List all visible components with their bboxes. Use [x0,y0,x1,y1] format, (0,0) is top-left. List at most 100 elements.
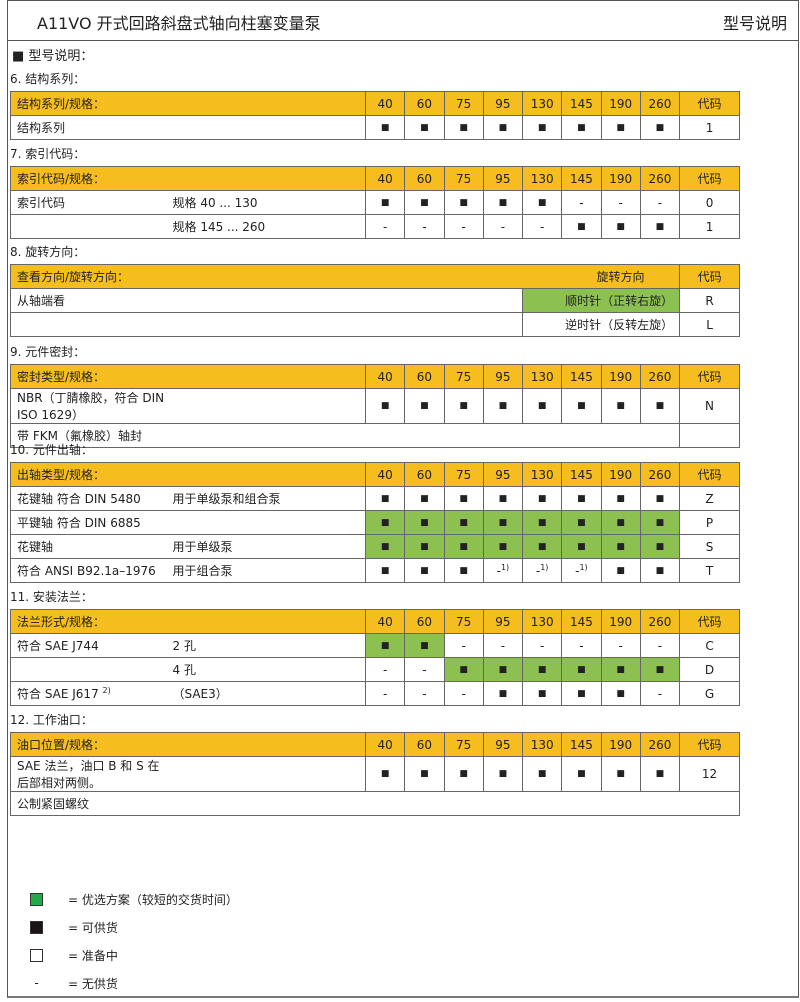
row-sublabel: 用于组合泵 [166,558,367,583]
code-header: 代码 [679,732,741,757]
section-6: 12. 工作油口： 油口位置/规格： 40 60 75 95 130 145 190 260 代码 S… [9,708,741,816]
size-header: 40 [365,364,406,389]
availability-cell: ■ [482,190,524,215]
availability-cell: ■ [443,190,484,215]
spec-table: 油口位置/规格： 40 60 75 95 130 145 190 260 代码 SAE 法兰，油口 … [9,732,741,816]
size-header: 190 [600,732,641,757]
black-square-icon [30,920,43,934]
size-header: 60 [404,609,445,634]
size-header: 260 [639,166,681,191]
availability-cell: - [639,190,681,215]
table-row: 索引代码 规格 40 ... 130 ■ ■ ■ ■ ■ - - -0 [10,190,741,215]
code-cell [679,423,741,448]
table-row: 花键轴 符合 DIN 5480 用于单级泵和组合泵 ■ ■ ■ ■ ■ ■ ■ ■ Z [10,486,741,511]
size-header: 60 [404,166,445,191]
availability-cell: - [365,657,406,682]
availability-cell: - [639,633,681,658]
section-label: 9. 元件密封： [10,345,86,359]
availability-cell: ■ [443,510,484,535]
availability-cell: ■ [365,510,406,535]
availability-cell: ■ [482,657,524,682]
section-2: 8. 旋转方向： 查看方向/旋转方向： 旋转方向 代码 从轴端看 顺时针（正转右旋） R 逆时… [9,240,741,337]
section-label: 12. 工作油口： [10,713,93,727]
size-header: 60 [404,732,445,757]
availability-cell: ■ [522,510,563,535]
legend-item: - = 无供货 [30,969,238,997]
availability-cell: ■ [522,190,563,215]
dash-mark: - [496,564,501,578]
row-sublabel [166,510,367,535]
availability-cell: ■ [639,486,681,511]
availability-cell: ■ [404,510,445,535]
table-row: 规格 145 ... 260- - - - - ■ ■ ■ 1 [10,214,741,239]
availability-cell: - [404,214,445,239]
availability-cell: ■ [365,486,406,511]
table-row: NBR（丁腈橡胶，符合 DIN ISO 1629） ■ ■ ■ ■ ■ ■ ■ ■ N [10,388,741,424]
availability-cell: -1) [482,558,524,583]
availability-cell: ■ [443,558,484,583]
legend-text: = 可供货 [68,920,118,935]
size-header: 40 [365,462,406,487]
availability-cell: ■ [522,115,563,140]
dash-mark: - [535,564,541,578]
spec-table: 密封类型/规格： 40 60 75 95 130 145 190 260 代码 NBR（丁腈橡胶，符… [9,364,741,448]
availability-cell: ■ [561,681,602,706]
availability-cell: ■ [365,115,406,140]
row-label: 符合 ANSI B92.1a–1976 [10,558,167,583]
availability-cell: ■ [561,388,602,424]
legend-text: = 无供货 [68,976,118,991]
availability-cell: ■ [600,115,641,140]
availability-cell: ■ [639,388,681,424]
availability-cell: - [365,681,406,706]
availability-cell: ■ [404,558,445,583]
row-sublabel [166,115,367,140]
availability-cell: ■ [561,534,602,559]
size-header: 40 [365,91,406,116]
spec-table: 索引代码/规格： 40 60 75 95 130 145 190 260 代码 索引代码 规格 40 … [9,166,741,239]
header-label: 法兰形式/规格： [9,609,367,634]
availability-cell: ■ [365,388,406,424]
row-label: 结构系列 [10,115,167,140]
row-sublabel: 规格 40 ... 130 [166,190,367,215]
size-header: 190 [600,462,641,487]
table-row: 公制紧固螺纹 [9,791,741,816]
availability-cell: ■ [600,657,641,682]
availability-cell: - [522,633,563,658]
table-row: 带 FKM（氟橡胶）轴封 [9,423,741,448]
spec-table: 结构系列/规格： 40 60 75 95 130 145 190 260 代码 结构系列 ■ ■ ■ ■ ■ ■… [9,91,741,140]
legend-text: = 优选方案（较短的交货时间） [68,892,238,907]
availability-cell: ■ [600,681,641,706]
size-header: 95 [482,462,524,487]
spec-table: 出轴类型/规格： 40 60 75 95 130 145 190 260 代码 花键轴 符合 DIN… [9,462,741,583]
availability-cell: ■ [522,681,563,706]
section-title: 型号说明 [722,14,787,33]
availability-cell: - [639,681,681,706]
availability-cell: ■ [365,756,406,792]
section-4: 10. 元件出轴： 出轴类型/规格： 40 60 75 95 130 145 190 260 代码花… [9,438,741,583]
availability-cell: ■ [404,190,445,215]
code-header: 代码 [679,166,741,191]
header-label: 出轴类型/规格： [9,462,367,487]
size-header: 40 [365,732,406,757]
availability-cell: -1) [522,558,563,583]
availability-cell: ■ [522,756,563,792]
availability-cell: ■ [443,657,484,682]
header-label: 索引代码/规格： [9,166,367,191]
footnote-ref: 1) [500,563,510,572]
size-header: 60 [404,462,445,487]
row-sublabel: 规格 145 ... 260 [166,214,367,239]
size-header: 145 [561,91,602,116]
table-row: 4 孔 - - ■ ■ ■ ■ ■ ■ D [10,657,741,682]
availability-cell: - [404,657,445,682]
availability-cell: ■ [600,756,641,792]
table-row: 平键轴 符合 DIN 6885 ■ ■ ■ ■ ■ ■ ■ ■ P [10,510,741,535]
code-cell: 1 [679,214,741,239]
table-row: 符合 SAE J617 2) （SAE3） - - - ■ ■ ■ ■ - G [10,681,741,706]
code-cell: G [679,681,741,706]
size-header: 190 [600,91,641,116]
row-label: 平键轴 符合 DIN 6885 [10,510,167,535]
code-cell: C [679,633,741,658]
intro-heading: ■ 型号说明： [12,49,94,64]
row-sublabel: 4 孔 [166,657,367,682]
size-header: 260 [639,364,681,389]
